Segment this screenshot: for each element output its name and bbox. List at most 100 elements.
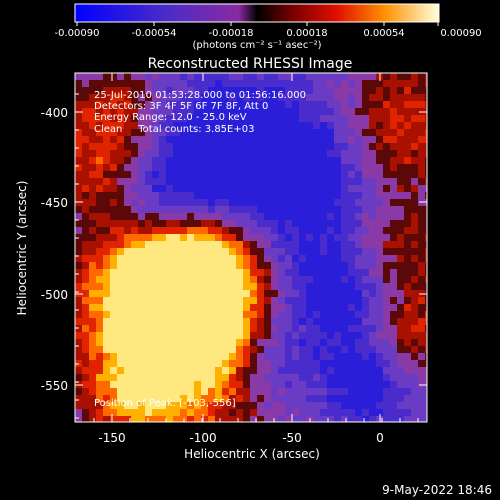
map-pixel (208, 276, 215, 283)
map-pixel (250, 164, 257, 171)
map-pixel (264, 276, 271, 283)
map-pixel (362, 80, 369, 87)
map-pixel (285, 339, 292, 346)
map-pixel (180, 395, 187, 402)
map-pixel (243, 332, 250, 339)
map-pixel (229, 304, 236, 311)
emission-map (75, 73, 427, 422)
map-pixel (194, 290, 201, 297)
map-pixel (131, 94, 138, 101)
map-pixel (411, 325, 418, 332)
map-pixel (152, 409, 159, 416)
map-pixel (313, 311, 320, 318)
map-pixel (215, 178, 222, 185)
map-pixel (404, 101, 411, 108)
map-pixel (201, 416, 208, 422)
map-pixel (264, 213, 271, 220)
map-pixel (166, 108, 173, 115)
map-pixel (173, 171, 180, 178)
map-pixel (334, 164, 341, 171)
map-pixel (166, 129, 173, 136)
map-pixel (96, 416, 103, 422)
map-pixel (299, 192, 306, 199)
map-pixel (271, 213, 278, 220)
map-pixel (278, 297, 285, 304)
map-pixel (271, 178, 278, 185)
map-pixel (264, 381, 271, 388)
map-pixel (355, 143, 362, 150)
map-pixel (320, 129, 327, 136)
map-pixel (404, 157, 411, 164)
map-pixel (278, 255, 285, 262)
map-pixel (194, 276, 201, 283)
map-pixel (236, 318, 243, 325)
map-pixel (110, 150, 117, 157)
map-pixel (383, 262, 390, 269)
map-pixel (250, 248, 257, 255)
map-pixel (222, 199, 229, 206)
map-pixel (278, 206, 285, 213)
map-pixel (285, 297, 292, 304)
map-pixel (145, 304, 152, 311)
map-pixel (355, 409, 362, 416)
map-pixel (327, 227, 334, 234)
map-pixel (180, 143, 187, 150)
map-pixel (306, 269, 313, 276)
map-pixel (194, 213, 201, 220)
map-pixel (306, 206, 313, 213)
map-pixel (285, 367, 292, 374)
map-pixel (299, 241, 306, 248)
map-pixel (362, 325, 369, 332)
map-pixel (201, 143, 208, 150)
map-pixel (166, 304, 173, 311)
map-pixel (138, 353, 145, 360)
map-pixel (320, 234, 327, 241)
map-pixel (180, 381, 187, 388)
map-pixel (89, 192, 96, 199)
map-pixel (201, 248, 208, 255)
map-pixel (159, 73, 166, 80)
map-pixel (285, 283, 292, 290)
map-pixel (243, 192, 250, 199)
map-pixel (208, 374, 215, 381)
map-pixel (397, 206, 404, 213)
map-pixel (341, 388, 348, 395)
map-pixel (75, 311, 82, 318)
map-pixel (257, 213, 264, 220)
map-pixel (404, 227, 411, 234)
map-pixel (327, 115, 334, 122)
map-pixel (306, 171, 313, 178)
map-pixel (236, 80, 243, 87)
map-pixel (124, 122, 131, 129)
map-pixel (376, 353, 383, 360)
map-pixel (243, 227, 250, 234)
map-pixel (236, 346, 243, 353)
map-pixel (264, 311, 271, 318)
map-pixel (327, 297, 334, 304)
map-pixel (397, 255, 404, 262)
map-pixel (334, 150, 341, 157)
map-pixel (362, 164, 369, 171)
map-pixel (411, 150, 418, 157)
map-pixel (425, 129, 427, 136)
map-pixel (334, 192, 341, 199)
map-pixel (390, 395, 397, 402)
map-pixel (159, 115, 166, 122)
map-pixel (166, 94, 173, 101)
map-pixel (82, 262, 89, 269)
map-pixel (334, 73, 341, 80)
map-pixel (348, 290, 355, 297)
map-pixel (82, 129, 89, 136)
map-pixel (257, 73, 264, 80)
map-pixel (152, 325, 159, 332)
map-pixel (89, 234, 96, 241)
map-pixel (229, 192, 236, 199)
map-pixel (250, 206, 257, 213)
map-pixel (131, 241, 138, 248)
map-pixel (285, 416, 292, 422)
map-pixel (285, 108, 292, 115)
map-pixel (138, 276, 145, 283)
map-pixel (306, 101, 313, 108)
map-pixel (362, 234, 369, 241)
map-pixel (278, 388, 285, 395)
